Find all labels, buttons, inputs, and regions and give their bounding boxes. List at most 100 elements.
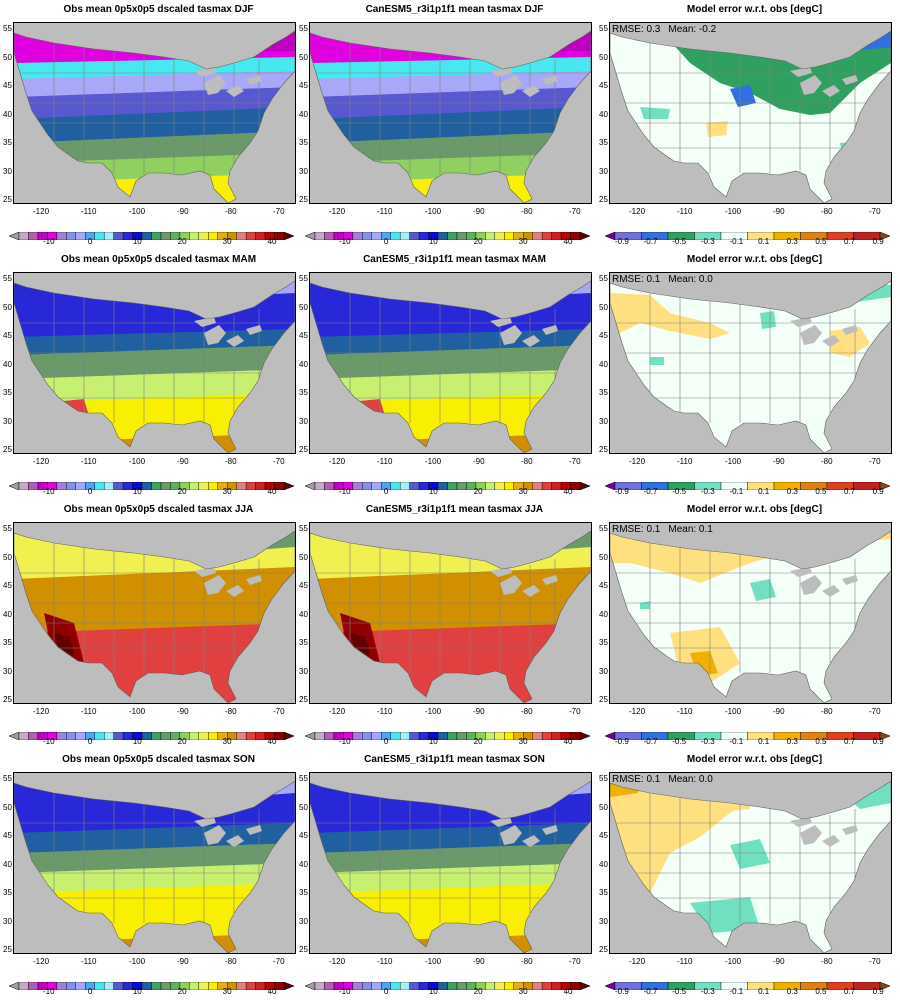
lon-tick-label: -80 [225, 707, 237, 716]
colorbar-swatch [94, 481, 105, 491]
lon-tick-label: -90 [177, 457, 189, 466]
panel-title: CanESM5_r3i1p1f1 mean tasmax SON [364, 754, 545, 765]
colorbar-tick-label: 40 [267, 237, 277, 246]
lat-tick-label: 30 [599, 416, 608, 426]
field-region [310, 423, 591, 453]
lon-tick-label: -90 [773, 707, 785, 716]
lon-tick-label: -80 [521, 957, 533, 966]
lat-tick-label: 40 [599, 359, 608, 369]
colorbar-swatch [437, 981, 448, 991]
colorbar-high-arrow [579, 481, 591, 491]
colorbar-tick-label: -0.9 [615, 987, 629, 996]
great-lake [500, 75, 522, 95]
great-lake [226, 85, 244, 97]
field-region [840, 141, 862, 155]
colorbar-tick-label: 40 [563, 487, 573, 496]
colorbar-tick-label: 10 [132, 737, 142, 746]
field-region [760, 311, 776, 329]
lon-tick-label: -100 [725, 957, 742, 966]
lon-tick-label: -80 [225, 957, 237, 966]
lon-tick-label: -90 [473, 457, 485, 466]
lon-tick-label: -110 [81, 457, 97, 466]
colorbar-swatch [447, 981, 458, 991]
lon-tick-label: -80 [821, 957, 833, 966]
colorbar-low-arrow [604, 731, 616, 741]
colorbar-swatch [504, 731, 514, 741]
lon-tick-label: -100 [725, 707, 742, 716]
colorbar-tick-label: 0.7 [843, 987, 856, 996]
lat-tick-label: 35 [3, 388, 12, 397]
lat-tick-label: 50 [3, 52, 12, 62]
lat-tick-label: 35 [599, 138, 608, 147]
colorbar-swatch [541, 981, 552, 991]
colorbar-tick-label: 40 [267, 987, 277, 996]
colorbar-swatch [352, 481, 363, 491]
map-panel: Model error w.r.t. obs [degC] RMSE: 0.3 Me… [599, 0, 900, 250]
colorbar-swatch [390, 481, 401, 491]
colorbar-swatch [362, 481, 372, 491]
lat-tick-label: 35 [599, 388, 608, 397]
lon-tick-label: -70 [569, 707, 581, 716]
colorbar-tick-label: 10 [132, 487, 142, 496]
lon-tick-label: -70 [869, 707, 881, 716]
colorbar-tick-label: -0.5 [672, 987, 687, 996]
lat-tick-label: 25 [299, 945, 308, 954]
great-lake [842, 825, 858, 835]
field-region [690, 897, 760, 933]
colorbar-low-arrow [304, 481, 316, 491]
field-region [710, 789, 750, 813]
field-region [660, 161, 676, 175]
colorbar-swatch [151, 481, 162, 491]
colorbar-tick-label: -0.1 [729, 737, 744, 746]
colorbar-swatch [56, 981, 67, 991]
lat-tick-label: 45 [3, 581, 12, 590]
panel-title: Model error w.r.t. obs [degC] [686, 4, 823, 15]
colorbar-swatch [314, 231, 325, 241]
colorbar-swatch [494, 981, 505, 991]
lon-tick-label: -90 [773, 957, 785, 966]
map-panel: Obs mean 0p5x0p5 dscaled tasmax MAM 55 50 4… [3, 250, 304, 500]
colorbar-tick-label: 10 [132, 237, 142, 246]
map-frame [309, 272, 592, 454]
colorbar-swatch [198, 481, 209, 491]
colorbar-svg [8, 981, 295, 991]
colorbar-swatch [494, 731, 505, 741]
field-region [610, 293, 730, 339]
country-outline [310, 530, 591, 703]
colorbar-tick-label: 20 [177, 487, 187, 496]
great-lake [842, 325, 858, 335]
colorbar-low-arrow [604, 481, 616, 491]
map-field [610, 780, 891, 953]
lat-tick-label: 50 [299, 552, 308, 562]
lat-tick-label: 25 [299, 445, 308, 454]
lon-tick-label: -120 [629, 957, 646, 966]
lon-tick-label: -110 [81, 207, 97, 216]
colorbar-tick-label: 40 [563, 737, 573, 746]
colorbar-swatch [371, 731, 382, 741]
lon-tick-label: -80 [225, 207, 237, 216]
lon-tick-label: -120 [629, 457, 646, 466]
lat-tick-label: 55 [599, 524, 608, 533]
colorbar-high-arrow [879, 731, 891, 741]
colorbar-low-arrow [8, 481, 20, 491]
colorbar-swatch [399, 231, 410, 241]
great-lake [194, 67, 216, 77]
great-lake [542, 325, 558, 335]
field-region [94, 31, 295, 53]
colorbar-swatch [255, 481, 266, 491]
colorbar-swatch [399, 981, 410, 991]
colorbar-tick-label: 20 [473, 737, 483, 746]
lat-tick-label: 35 [3, 138, 12, 147]
colorbar-swatch [532, 481, 543, 491]
colorbar-swatch [18, 231, 29, 241]
lat-tick-label: 40 [599, 109, 608, 119]
colorbar-swatch [189, 731, 200, 741]
map-field [14, 530, 295, 703]
great-lake [500, 575, 522, 595]
field-region [470, 281, 591, 297]
lat-tick-label: 35 [599, 888, 608, 897]
lat-tick-label: 35 [3, 638, 12, 647]
colorbar-swatch [485, 731, 496, 741]
colorbar-swatch [409, 731, 420, 741]
colorbar-tick-label: -0.5 [672, 487, 687, 496]
